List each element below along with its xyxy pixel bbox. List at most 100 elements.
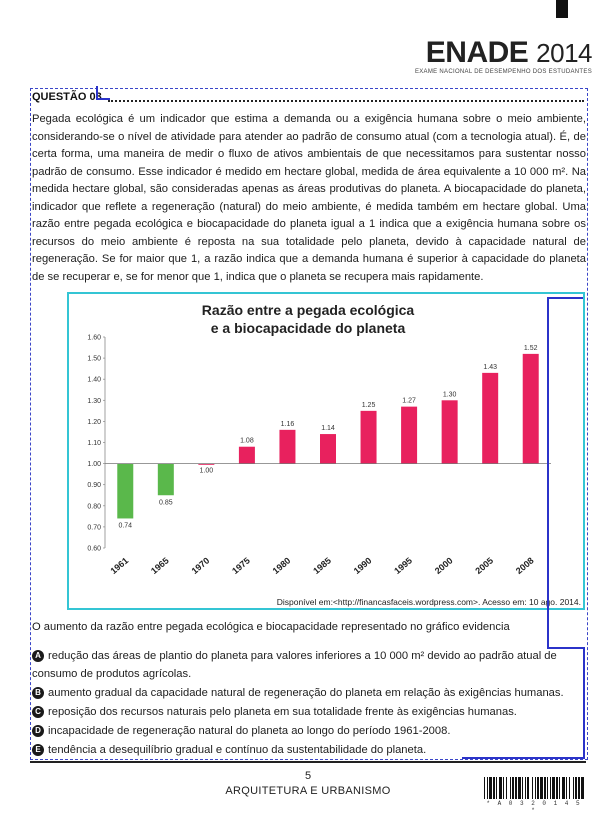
y-tick-label: 1.00 <box>87 461 101 468</box>
barcode-bar <box>515 777 517 799</box>
x-tick-label: 2000 <box>433 555 455 576</box>
bar-value-label: 0.85 <box>159 499 173 506</box>
bar <box>157 463 174 496</box>
bar-value-label: 1.43 <box>483 364 497 371</box>
bar-value-label: 1.25 <box>362 402 376 409</box>
option-text-a: redução das áreas de plantio do planeta … <box>32 650 557 680</box>
y-tick-label: 1.40 <box>87 377 101 384</box>
option-letter-b: B <box>32 687 44 699</box>
barcode-bar <box>562 777 565 799</box>
y-tick-label: 0.90 <box>87 482 101 489</box>
bar-value-label: 1.30 <box>443 391 457 398</box>
x-tick-label: 1980 <box>271 555 293 576</box>
barcode-bar <box>573 777 574 799</box>
y-tick-label: 0.80 <box>87 503 101 510</box>
option-letter-a: A <box>32 650 44 662</box>
enade-logo: ENADE 2014 EXAME NACIONAL DE DESEMPENHO … <box>414 36 593 76</box>
barcode-bar <box>559 777 560 799</box>
page-number: 5 <box>304 770 312 782</box>
question-frame <box>30 88 588 760</box>
bar <box>482 372 499 464</box>
barcode-bar <box>547 777 548 799</box>
y-tick-label: 1.10 <box>87 440 101 447</box>
bar <box>279 429 296 464</box>
barcode-bar <box>506 777 507 799</box>
barcode-bar <box>510 777 511 799</box>
x-tick-label: 1990 <box>352 555 374 576</box>
x-tick-label: 1965 <box>149 555 171 576</box>
barcode-bar <box>496 777 497 799</box>
x-tick-label: 1985 <box>311 555 333 576</box>
barcode-bar <box>484 777 485 799</box>
option-letter-d: D <box>32 725 44 737</box>
y-tick-label: 1.60 <box>87 335 101 342</box>
option-letter-e: E <box>32 744 44 756</box>
chart-subtitle: e a biocapacidade do planeta <box>211 320 406 336</box>
bar <box>401 406 418 464</box>
option-letter-c: C <box>32 706 44 718</box>
barcode-bar <box>569 777 570 799</box>
annotation-line <box>96 86 98 100</box>
bar-chart: Razão entre a pegada ecológica e a biocap… <box>87 302 581 607</box>
bar-value-label: 0.74 <box>118 522 132 529</box>
x-tick-label: 1970 <box>190 555 212 576</box>
question-paragraph: Pegada ecológica é um indicador que esti… <box>32 113 586 283</box>
barcode-bar <box>532 777 533 799</box>
barcode-bar <box>503 777 504 799</box>
barcode-bar <box>518 777 521 799</box>
barcode-bar <box>489 777 492 799</box>
barcode-bar <box>525 777 526 799</box>
barcode-bar <box>575 777 577 799</box>
bar <box>238 446 255 464</box>
x-tick-label: 2008 <box>514 555 536 576</box>
barcode-bar <box>522 777 523 799</box>
option-text-c: reposição dos recursos naturais pelo pla… <box>48 706 517 718</box>
bar <box>522 353 539 464</box>
barcode-bar <box>556 777 558 799</box>
option-text-b: aumento gradual da capacidade natural de… <box>48 687 564 699</box>
bar-value-label: 1.14 <box>321 425 335 432</box>
option-text-e: tendência a desequilíbrio gradual e cont… <box>48 744 427 756</box>
bar-value-label: 1.08 <box>240 438 254 445</box>
annotation-line <box>583 647 585 759</box>
barcode-bar <box>566 777 567 799</box>
bar-value-label: 1.52 <box>524 345 538 352</box>
chart-source: Disponível em:<http://financasfaceis.wor… <box>277 597 581 607</box>
bar <box>117 463 134 519</box>
barcode-bar <box>544 777 546 799</box>
barcode-bar <box>527 777 529 799</box>
barcode-bar <box>550 777 551 799</box>
footer-rule <box>30 761 586 763</box>
annotation-line <box>547 647 583 649</box>
annotation-line <box>96 98 110 100</box>
y-tick-label: 1.50 <box>87 356 101 363</box>
barcode-bar <box>537 777 539 799</box>
course-name: ARQUITETURA E URBANISMO <box>225 785 391 797</box>
bar <box>441 400 458 464</box>
barcode-bar <box>493 777 495 799</box>
bar-value-label: 1.27 <box>402 398 416 405</box>
bar-value-label: 1.00 <box>200 468 214 475</box>
annotation-line <box>547 297 583 299</box>
barcode-bar <box>552 777 555 799</box>
barcode-bar <box>578 777 580 799</box>
chart-frame <box>67 292 585 610</box>
question-stem: O aumento da razão entre pegada ecológic… <box>32 621 510 633</box>
bar-value-label: 1.16 <box>281 421 295 428</box>
barcode-bar <box>512 777 514 799</box>
barcode-bar <box>581 777 584 799</box>
bar <box>320 434 336 464</box>
y-tick-label: 0.60 <box>87 546 101 553</box>
barcode-bar <box>540 777 543 799</box>
chart-title: Razão entre a pegada ecológica <box>202 302 415 318</box>
y-tick-label: 1.20 <box>87 419 101 426</box>
barcode-bar <box>535 777 536 799</box>
x-tick-label: 1975 <box>230 555 252 576</box>
annotation-line <box>462 757 585 759</box>
bar <box>360 410 377 464</box>
